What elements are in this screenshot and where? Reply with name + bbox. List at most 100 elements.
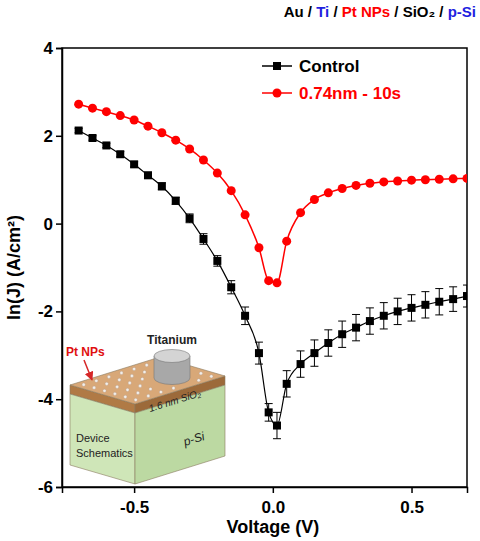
x-tick-label: 0.0 <box>262 498 286 517</box>
y-axis-line <box>56 49 63 488</box>
data-point <box>144 171 152 179</box>
data-point <box>185 144 194 153</box>
data-point <box>282 237 291 246</box>
data-point <box>379 177 388 186</box>
y-tick-mark <box>56 136 62 138</box>
y-tick-label: 0 <box>44 215 53 234</box>
nanoparticle <box>113 392 116 395</box>
annotation: 1.6 nm SiO₂ <box>147 387 202 414</box>
x-axis: -0.50.00.5 <box>63 487 468 517</box>
y-tick: -4 <box>38 390 62 409</box>
error-cap <box>199 244 207 245</box>
nanoparticle <box>120 371 123 374</box>
data-point <box>338 184 347 193</box>
nanoparticle <box>103 389 106 392</box>
data-point <box>463 292 467 300</box>
error-cap <box>213 266 221 267</box>
title-separator: / <box>435 3 448 20</box>
data-point <box>449 174 458 183</box>
error-cap <box>338 347 346 348</box>
nanoparticle <box>134 398 137 401</box>
data-point <box>172 197 180 205</box>
nanoparticle <box>172 387 175 390</box>
data-point <box>310 349 318 357</box>
error-cap <box>324 329 332 330</box>
data-point <box>241 312 249 320</box>
title-part: Ti <box>316 3 329 20</box>
y-tick-mark <box>56 311 62 313</box>
data-point <box>272 278 281 287</box>
error-bar <box>213 256 221 267</box>
data-point <box>273 422 281 430</box>
error-cap <box>241 307 249 308</box>
error-cap <box>227 280 235 281</box>
data-point <box>199 155 208 164</box>
error-cap <box>186 222 194 223</box>
error-bar <box>408 295 416 321</box>
error-cap <box>255 342 263 343</box>
error-cap <box>394 298 402 299</box>
title-separator: / <box>329 3 342 20</box>
nanoparticle <box>145 363 148 366</box>
data-point <box>296 208 305 217</box>
error-bar <box>338 321 346 347</box>
data-point <box>89 134 97 142</box>
error-cap <box>449 311 457 312</box>
data-point <box>254 243 263 252</box>
error-cap <box>265 421 273 422</box>
error-bar <box>310 340 318 366</box>
error-cap <box>408 294 416 295</box>
x-tick-mark <box>273 487 275 493</box>
error-bar <box>283 371 291 397</box>
title-part: SiO₂ <box>403 3 436 20</box>
data-point <box>435 298 443 306</box>
data-point <box>102 141 110 149</box>
nanoparticle <box>82 383 85 386</box>
nanoparticle <box>149 387 152 390</box>
nanoparticle <box>141 377 144 380</box>
error-bar <box>421 292 429 318</box>
title-part: Au <box>284 3 304 20</box>
nanoparticle <box>93 386 96 389</box>
y-tick: 0 <box>44 215 62 234</box>
nanoparticle <box>126 388 129 391</box>
legend-marker <box>273 62 281 70</box>
data-point <box>264 276 273 285</box>
annotation-line: Schematics <box>76 447 133 459</box>
y-tick: -2 <box>38 302 62 321</box>
y-axis: -6-4-2024 <box>38 39 63 497</box>
annotation-arrow <box>84 360 92 380</box>
nanoparticle <box>107 375 110 378</box>
x-axis-title: Voltage (V) <box>226 517 319 537</box>
data-point <box>338 330 346 338</box>
legend-item: 0.74nm - 10s <box>262 84 401 103</box>
title-separator: / <box>390 3 403 20</box>
nanoparticle <box>128 381 131 384</box>
nanoparticle <box>130 374 133 377</box>
y-tick-mark <box>56 399 62 401</box>
error-cap <box>265 403 273 404</box>
error-cap <box>273 438 281 439</box>
legend-label: Control <box>299 57 359 76</box>
data-point <box>435 175 444 184</box>
data-point <box>143 122 152 131</box>
error-cap <box>421 317 429 318</box>
error-cap <box>199 233 207 234</box>
y-tick-label: -4 <box>38 390 54 409</box>
error-cap <box>186 213 194 214</box>
nanoparticle <box>136 391 139 394</box>
titanium-top <box>154 350 190 363</box>
annotation-line: Device <box>76 432 110 444</box>
error-bar <box>394 298 402 324</box>
error-bar <box>158 183 166 190</box>
error-bar <box>241 307 249 325</box>
nanoparticle <box>197 379 200 382</box>
y-axis-title: ln(J) (A/cm²) <box>4 215 24 320</box>
data-point <box>130 115 139 124</box>
annotation: p-Si <box>181 429 207 449</box>
error-cap <box>310 366 318 367</box>
data-point <box>421 301 429 309</box>
plot: -0.50.00.5-6-4-2024Control0.74nm - 10s <box>38 39 472 517</box>
data-point <box>297 360 305 368</box>
title-separator: / <box>304 3 317 20</box>
